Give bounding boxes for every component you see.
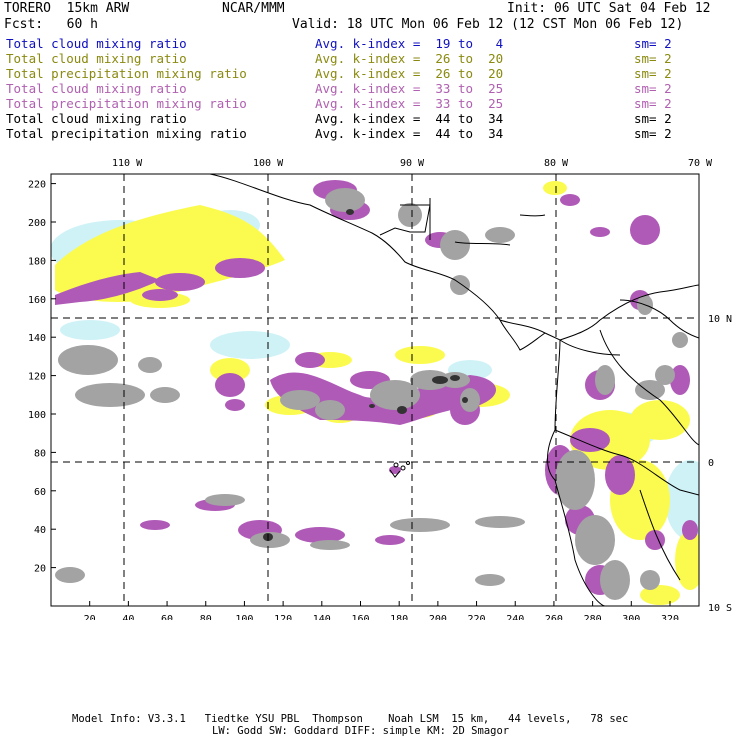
legend-field-4: Total cloud mixing ratio	[6, 81, 187, 96]
x-tick-label: 280	[584, 614, 602, 620]
x-tick-label: 220	[468, 614, 486, 620]
lat-label-0: 0	[708, 458, 714, 469]
lat-lon-grid	[51, 174, 699, 606]
y-tick-label: 100	[28, 410, 46, 421]
legend-kindex-6: Avg. k-index = 44 to 34	[315, 111, 504, 126]
x-tick-label: 100	[235, 614, 253, 620]
legend-kindex-7: Avg. k-index = 44 to 34	[315, 126, 504, 141]
lon-label-100w: 100 W	[253, 158, 284, 169]
gray-cloud-layer	[55, 188, 688, 600]
legend-sm-2: sm= 2	[634, 51, 672, 66]
legend-sm-7: sm= 2	[634, 126, 672, 141]
legend-sm-5: sm= 2	[634, 96, 672, 111]
legend-field-1: Total cloud mixing ratio	[6, 36, 187, 51]
lat-label-10n: 10 N	[708, 314, 732, 325]
organization: NCAR/MMM	[222, 1, 285, 16]
x-tick-label: 160	[351, 614, 369, 620]
y-tick-label: 80	[34, 448, 46, 459]
x-tick-label: 320	[661, 614, 679, 620]
lon-label-90w: 90 W	[400, 158, 425, 169]
lon-label-70w: 70 W	[688, 158, 713, 169]
legend-kindex-4: Avg. k-index = 33 to 25	[315, 81, 504, 96]
x-tick-label: 80	[200, 614, 212, 620]
y-axis-ticks: 220 200 180 160 140 120 100 80 60 40 20	[28, 180, 56, 575]
y-tick-label: 60	[34, 487, 46, 498]
lon-label-110w: 110 W	[112, 158, 143, 169]
forecast-map: 110 W 100 W 90 W 80 W 70 W 10 N 0 10 S 2…	[28, 158, 732, 620]
legend-sm-4: sm= 2	[634, 81, 672, 96]
legend-field-7: Total precipitation mixing ratio	[6, 126, 247, 141]
x-tick-label: 260	[545, 614, 563, 620]
y-tick-label: 140	[28, 333, 46, 344]
legend-kindex-1: Avg. k-index = 19 to 4	[315, 36, 504, 51]
x-tick-label: 140	[313, 614, 331, 620]
dark-cloud-core-layer	[263, 209, 468, 541]
model-name: TORERO 15km ARW	[4, 1, 130, 16]
lon-label-80w: 80 W	[544, 158, 569, 169]
y-tick-label: 160	[28, 295, 46, 306]
legend-field-6: Total cloud mixing ratio	[6, 111, 187, 126]
model-info-line2: LW: Godd SW: Goddard DIFF: simple KM: 2D…	[212, 725, 510, 737]
x-tick-label: 40	[122, 614, 134, 620]
legend-sm-1: sm= 2	[634, 36, 672, 51]
legend-kindex-5: Avg. k-index = 33 to 25	[315, 96, 504, 111]
x-tick-label: 240	[506, 614, 524, 620]
legend-sm-3: sm= 2	[634, 66, 672, 81]
y-tick-label: 20	[34, 564, 46, 575]
legend-kindex-3: Avg. k-index = 26 to 20	[315, 66, 504, 81]
legend-field-3: Total precipitation mixing ratio	[6, 66, 247, 81]
y-tick-label: 40	[34, 525, 46, 536]
model-info-line1: Model Info: V3.3.1 Tiedtke YSU PBL Thomp…	[72, 713, 629, 725]
legend-sm-6: sm= 2	[634, 111, 672, 126]
y-tick-label: 200	[28, 218, 46, 229]
forecast-hour: Fcst: 60 h	[4, 17, 98, 32]
x-tick-label: 120	[274, 614, 292, 620]
x-tick-label: 20	[84, 614, 96, 620]
coastlines	[209, 174, 699, 606]
lat-label-10s: 10 S	[708, 603, 732, 614]
init-time: Init: 06 UTC Sat 04 Feb 12	[507, 1, 711, 16]
map-frame	[50, 173, 700, 607]
legend-field-5: Total precipitation mixing ratio	[6, 96, 247, 111]
y-tick-label: 220	[28, 180, 46, 191]
valid-time: Valid: 18 UTC Mon 06 Feb 12 (12 CST Mon …	[292, 17, 684, 32]
x-axis-ticks: 20 40 60 80 100 120 140 160 180 200 220 240 260 280 30…	[84, 601, 679, 620]
x-tick-label: 60	[161, 614, 173, 620]
legend-kindex-2: Avg. k-index = 26 to 20	[315, 51, 504, 66]
x-tick-label: 180	[390, 614, 408, 620]
y-tick-label: 120	[28, 372, 46, 383]
y-tick-label: 180	[28, 256, 46, 267]
x-tick-label: 200	[429, 614, 447, 620]
legend-field-2: Total cloud mixing ratio	[6, 51, 187, 66]
x-tick-label: 300	[622, 614, 640, 620]
